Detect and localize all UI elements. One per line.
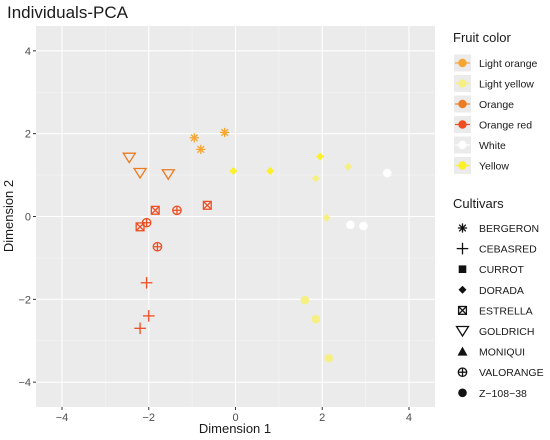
color-legend-label: Orange red: [479, 120, 532, 132]
data-point: [359, 221, 368, 231]
y-tick-label: 4: [25, 46, 31, 58]
x-tick-label: −2: [142, 412, 155, 424]
cultivar-legend-label: CEBASRED: [479, 244, 537, 256]
legend-key-dot: [458, 120, 467, 129]
legend-key-dot: [458, 140, 467, 150]
data-point: [322, 213, 331, 222]
legend-key-dot: [458, 58, 467, 68]
data-point: [300, 295, 310, 305]
data-points: [122, 127, 392, 363]
legend-key-shape: [457, 223, 468, 233]
legend-key-shape: [457, 346, 468, 356]
cultivar-legend-label: Z−108−38: [479, 388, 527, 400]
cultivar-legend-item: CEBASRED: [454, 240, 537, 258]
color-legend-label: Light orange: [479, 58, 538, 70]
x-tick-label: −4: [56, 412, 69, 424]
cultivars-legend-title: Cultivars: [453, 196, 504, 211]
y-tick-label: −4: [18, 377, 31, 389]
cultivar-legend-label: VALORANGE: [479, 367, 544, 379]
color-legend-item: Orange red: [454, 116, 532, 133]
data-point: [152, 241, 163, 252]
legend-key-dot: [458, 79, 467, 88]
data-point: [196, 144, 206, 155]
cultivar-legend-item: VALORANGE: [454, 363, 544, 381]
y-axis-ticks: −4 −2 0 2 4: [18, 46, 36, 389]
data-point: [150, 205, 160, 215]
data-point: [311, 174, 320, 183]
legend-key-shape: [456, 242, 469, 255]
y-tick-label: −2: [18, 294, 31, 306]
color-legend-label: Orange: [479, 99, 514, 111]
data-point: [189, 133, 199, 143]
color-legend-label: White: [479, 140, 506, 152]
cultivar-legend-item: CURROT: [454, 260, 524, 278]
legend-key-dot: [458, 99, 467, 109]
data-point: [382, 168, 392, 178]
data-point: [346, 220, 355, 230]
color-legend-item: Light orange: [454, 54, 538, 72]
fruit-color-legend: Fruit color Light orange Light yellow Oran…: [453, 30, 538, 174]
legend-key-shape: [458, 285, 467, 294]
cultivar-legend-item: ESTRELLA: [454, 301, 533, 319]
color-legend-item: Light yellow: [454, 75, 534, 92]
data-point: [266, 166, 275, 175]
data-point: [172, 205, 182, 216]
data-point: [229, 166, 238, 175]
data-point: [132, 167, 148, 180]
legend-key-shape: [457, 367, 468, 378]
data-point: [142, 310, 155, 322]
y-axis-label: Dimension 2: [1, 180, 16, 252]
color-legend-item: Orange: [454, 95, 514, 113]
legend-key-shape: [457, 305, 468, 315]
data-point: [140, 276, 153, 289]
data-point: [311, 314, 321, 324]
cultivars-legend: Cultivars BERGERON CEBASRED CURROT DORADA ES…: [453, 196, 544, 402]
cultivar-legend-item: GOLDRICH: [454, 322, 534, 340]
cultivar-legend-label: BERGERON: [479, 223, 539, 235]
cultivar-legend-label: DORADA: [479, 285, 524, 297]
chart-title: Individuals-PCA: [7, 3, 129, 22]
cultivar-legend-item: BERGERON: [454, 219, 539, 237]
x-tick-label: 2: [319, 412, 325, 424]
x-axis-ticks: −4 −2 0 2 4: [56, 407, 412, 424]
data-point: [344, 162, 353, 171]
data-point: [161, 169, 176, 181]
y-tick-label: 2: [25, 129, 31, 141]
color-legend-label: Light yellow: [479, 79, 534, 91]
cultivar-legend-label: MONIQUI: [479, 347, 525, 359]
cultivar-legend-label: ESTRELLA: [479, 305, 533, 317]
data-point: [316, 152, 325, 161]
cultivar-legend-item: DORADA: [454, 281, 524, 299]
cultivar-legend-label: CURROT: [479, 264, 524, 276]
color-legend-item: White: [454, 136, 506, 154]
legend-key-dot: [458, 161, 467, 170]
data-point: [122, 152, 137, 164]
color-legend-item: Yellow: [454, 157, 509, 174]
data-point: [134, 322, 146, 335]
legend-key-shape: [455, 325, 470, 338]
data-point: [202, 200, 212, 210]
x-tick-label: 0: [232, 412, 238, 424]
plot-panel: [36, 26, 435, 407]
cultivar-legend-label: GOLDRICH: [479, 326, 534, 338]
data-point: [220, 127, 230, 138]
data-point: [141, 217, 152, 228]
cultivar-legend-item: Z−108−38: [454, 384, 527, 402]
legend-key-shape: [458, 388, 467, 398]
cultivar-legend-item: MONIQUI: [454, 343, 525, 361]
x-tick-label: 4: [406, 412, 412, 424]
color-legend-label: Yellow: [479, 161, 509, 173]
legend-key-shape: [458, 265, 467, 273]
y-tick-label: 0: [25, 212, 31, 224]
fruit-color-legend-title: Fruit color: [453, 30, 511, 45]
data-point: [324, 353, 334, 363]
x-axis-label: Dimension 1: [199, 421, 271, 436]
